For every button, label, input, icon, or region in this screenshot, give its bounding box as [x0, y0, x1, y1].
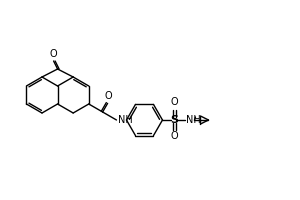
Text: NH: NH [118, 115, 133, 125]
Text: NH: NH [187, 115, 201, 125]
Text: O: O [105, 91, 112, 101]
Text: S: S [170, 115, 178, 125]
Text: O: O [50, 49, 57, 59]
Text: O: O [171, 97, 178, 107]
Text: O: O [171, 131, 178, 141]
